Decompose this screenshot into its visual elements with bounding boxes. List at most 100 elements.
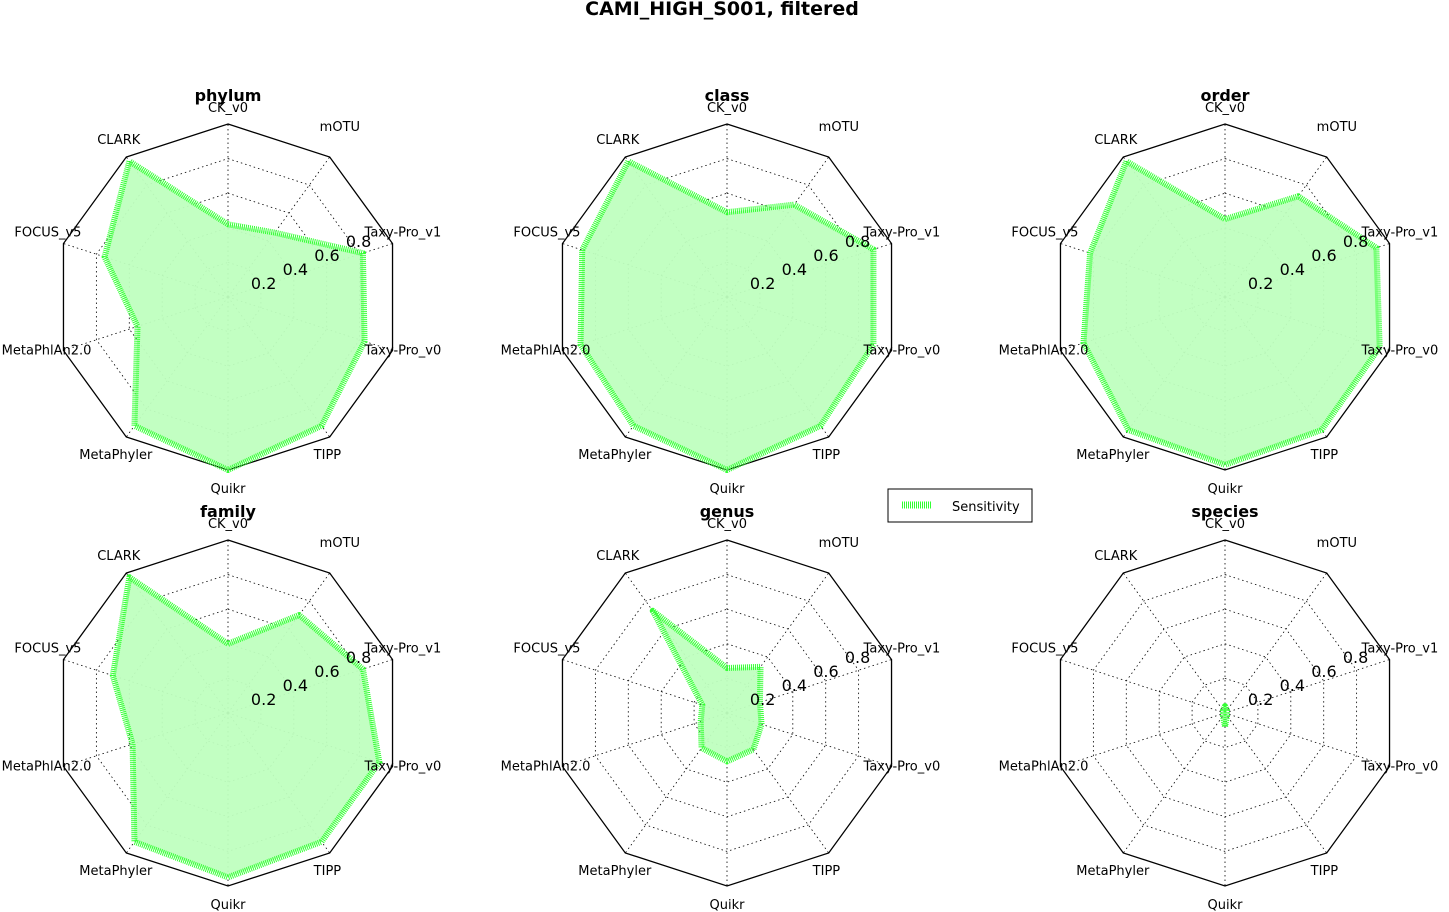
r-tick-label: 0.8 bbox=[1343, 648, 1368, 667]
axis-label-metaphlan2-0: MetaPhlAn2.0 bbox=[999, 343, 1089, 358]
axis-label-quikr: Quikr bbox=[1208, 482, 1244, 497]
r-tick-label: 0.4 bbox=[782, 676, 807, 695]
axis-label-metaphlan2-0: MetaPhlAn2.0 bbox=[501, 343, 591, 358]
radar-frame bbox=[1059, 123, 1391, 471]
grid-spoke bbox=[1224, 712, 1390, 767]
axis-label-ck-v0: CK_v0 bbox=[1205, 517, 1245, 532]
radar-panel-phylum: 0.2 0.4 0.6 0.8 CK_v0 mOTU Taxy-Pro_v1 Taxy-Pro… bbox=[2, 86, 442, 497]
axis-label-motu: mOTU bbox=[1317, 536, 1357, 551]
r-tick-label: 0.8 bbox=[845, 232, 870, 251]
axis-label-ck-v0: CK_v0 bbox=[1205, 101, 1245, 116]
radar-frame bbox=[62, 539, 394, 887]
axis-label-taxy-pro-v0: Taxy-Pro_v0 bbox=[1361, 759, 1439, 774]
r-tick-label: 0.4 bbox=[283, 260, 308, 279]
axis-label-clark: CLARK bbox=[97, 549, 141, 564]
radar-frame bbox=[1059, 539, 1391, 887]
r-tick-label: 0.2 bbox=[1248, 690, 1273, 709]
axis-label-motu: mOTU bbox=[819, 120, 859, 135]
axis-label-tipp: TIPP bbox=[812, 448, 841, 463]
r-tick-label: 0.6 bbox=[314, 662, 339, 681]
axis-label-focus-v5: FOCUS_v5 bbox=[1011, 226, 1078, 241]
axis-label-clark: CLARK bbox=[1094, 549, 1138, 564]
axis-label-focus-v5: FOCUS_v5 bbox=[513, 642, 580, 657]
grid-spoke bbox=[562, 659, 728, 714]
radar-panel-genus: 0.2 0.4 0.6 0.8 CK_v0 mOTU Taxy-Pro_v1 Taxy-Pro… bbox=[501, 502, 941, 912]
axis-label-taxy-pro-v0: Taxy-Pro_v0 bbox=[364, 759, 442, 774]
r-tick-label: 0.2 bbox=[750, 690, 775, 709]
axis-label-clark: CLARK bbox=[596, 549, 640, 564]
axis-label-taxy-pro-v0: Taxy-Pro_v0 bbox=[863, 759, 941, 774]
r-tick-label: 0.6 bbox=[1311, 246, 1336, 265]
axis-label-metaphyler: MetaPhyler bbox=[79, 448, 153, 463]
r-tick-label: 0.4 bbox=[283, 676, 308, 695]
r-tick-label: 0.2 bbox=[1248, 274, 1273, 293]
axis-label-tipp: TIPP bbox=[812, 864, 841, 879]
grid-ring bbox=[1158, 643, 1292, 783]
axis-label-taxy-pro-v1: Taxy-Pro_v1 bbox=[1361, 642, 1439, 657]
series-line-sensitivity bbox=[109, 574, 383, 881]
axis-label-clark: CLARK bbox=[596, 133, 640, 148]
r-tick-label: 0.8 bbox=[346, 232, 371, 251]
axis-label-focus-v5: FOCUS_v5 bbox=[14, 642, 81, 657]
grid-spoke bbox=[726, 659, 892, 714]
grid-spoke bbox=[1122, 572, 1226, 714]
r-tick-label: 0.2 bbox=[750, 274, 775, 293]
panel-title-order: order bbox=[1200, 86, 1249, 105]
axis-label-tipp: TIPP bbox=[1310, 448, 1339, 463]
r-tick-label: 0.4 bbox=[1280, 260, 1305, 279]
grid-spoke bbox=[227, 156, 331, 298]
figure-title: CAMI_HIGH_S001, filtered bbox=[585, 0, 859, 20]
grid-ring bbox=[594, 574, 860, 852]
axis-label-metaphlan2-0: MetaPhlAn2.0 bbox=[2, 343, 92, 358]
axis-label-taxy-pro-v1: Taxy-Pro_v1 bbox=[863, 226, 941, 241]
radar-frame bbox=[561, 539, 893, 887]
axis-label-taxy-pro-v0: Taxy-Pro_v0 bbox=[364, 343, 442, 358]
grid-spoke bbox=[1122, 712, 1226, 854]
axis-label-ck-v0: CK_v0 bbox=[208, 517, 248, 532]
r-tick-label: 0.4 bbox=[782, 260, 807, 279]
r-tick-label: 0.8 bbox=[346, 648, 371, 667]
grid-spoke bbox=[1060, 712, 1226, 767]
axis-label-motu: mOTU bbox=[1317, 120, 1357, 135]
r-tick-label: 0.6 bbox=[1311, 662, 1336, 681]
axis-label-metaphyler: MetaPhyler bbox=[578, 864, 652, 879]
panel-title-phylum: phylum bbox=[195, 86, 262, 105]
r-tick-label: 0.6 bbox=[813, 246, 838, 265]
axis-label-tipp: TIPP bbox=[313, 448, 342, 463]
axis-label-focus-v5: FOCUS_v5 bbox=[513, 226, 580, 241]
series-area-sensitivity bbox=[112, 577, 380, 878]
axis-label-metaphlan2-0: MetaPhlAn2.0 bbox=[2, 759, 92, 774]
radar-panel-family: 0.2 0.4 0.6 0.8 CK_v0 mOTU Taxy-Pro_v1 Taxy-Pro… bbox=[2, 502, 442, 912]
grid-ring bbox=[1092, 574, 1358, 852]
grid-spoke bbox=[1224, 572, 1328, 714]
axis-label-quikr: Quikr bbox=[211, 898, 247, 912]
axis-label-taxy-pro-v1: Taxy-Pro_v1 bbox=[364, 642, 442, 657]
axis-label-quikr: Quikr bbox=[710, 898, 746, 912]
series-area-sensitivity bbox=[652, 610, 762, 762]
axis-label-metaphlan2-0: MetaPhlAn2.0 bbox=[999, 759, 1089, 774]
grid-ring bbox=[660, 643, 794, 783]
grid-spoke bbox=[726, 572, 830, 714]
panel-title-species: species bbox=[1191, 502, 1258, 521]
axis-label-tipp: TIPP bbox=[313, 864, 342, 879]
axis-label-clark: CLARK bbox=[1094, 133, 1138, 148]
grid-spoke bbox=[624, 712, 728, 854]
axis-label-metaphlan2-0: MetaPhlAn2.0 bbox=[501, 759, 591, 774]
grid-spoke bbox=[1224, 712, 1328, 854]
r-tick-label: 0.2 bbox=[251, 690, 276, 709]
radar-panel-order: 0.2 0.4 0.6 0.8 CK_v0 mOTU Taxy-Pro_v1 Taxy-Pro… bbox=[999, 86, 1439, 497]
axis-label-focus-v5: FOCUS_v5 bbox=[14, 226, 81, 241]
axis-label-taxy-pro-v0: Taxy-Pro_v0 bbox=[1361, 343, 1439, 358]
axis-label-quikr: Quikr bbox=[1208, 898, 1244, 912]
radar-panel-species: 0.2 0.4 0.6 0.8 CK_v0 mOTU Taxy-Pro_v1 Taxy-Pro… bbox=[999, 502, 1439, 912]
grid-spoke bbox=[1060, 659, 1226, 714]
axis-label-metaphyler: MetaPhyler bbox=[1076, 448, 1150, 463]
radar-panel-class: 0.2 0.4 0.6 0.8 CK_v0 mOTU Taxy-Pro_v1 Taxy-Pro… bbox=[501, 86, 941, 497]
series-area-sensitivity bbox=[1083, 161, 1380, 465]
legend: Sensitivity bbox=[887, 488, 1033, 523]
axis-label-clark: CLARK bbox=[97, 133, 141, 148]
axis-label-quikr: Quikr bbox=[710, 482, 746, 497]
axis-label-ck-v0: CK_v0 bbox=[707, 517, 747, 532]
grid-spoke bbox=[1224, 659, 1390, 714]
